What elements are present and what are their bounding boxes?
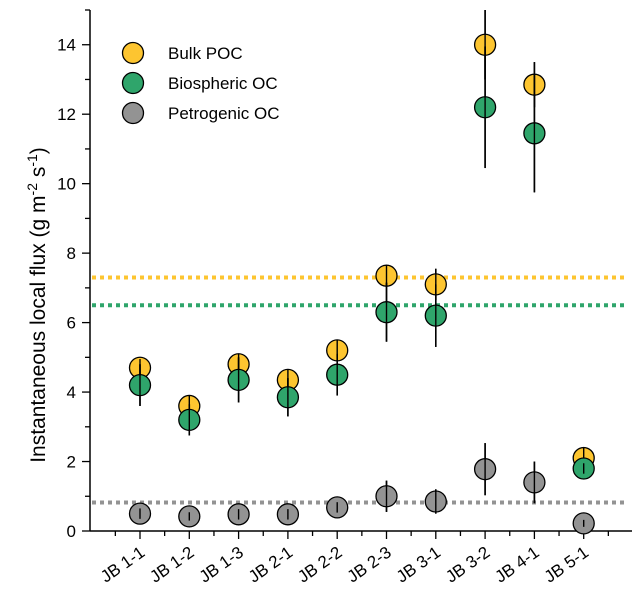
x-tick-label: JB 4-1 (492, 543, 543, 587)
y-axis-title-end: ) (27, 147, 50, 154)
y-tick-label: 0 (67, 522, 76, 541)
x-tick-label: JB 1-2 (146, 543, 197, 587)
legend-marker-bulk-poc (121, 41, 145, 65)
x-tick-label: JB 1-1 (97, 543, 148, 587)
x-tick-label: JB 2-1 (245, 543, 296, 587)
y-tick-label: 6 (67, 314, 76, 333)
legend-label-bulk-poc: Bulk POC (168, 44, 243, 63)
x-tick-label: JB 3-2 (442, 543, 493, 587)
y-axis-title-text: Instantaneous local flux (g m (27, 195, 50, 462)
y-tick-label: 4 (67, 383, 76, 402)
x-tick-label: JB 5-1 (541, 543, 592, 587)
y-tick-label: 12 (57, 105, 76, 124)
y-tick-label: 14 (57, 36, 76, 55)
y-tick-label: 2 (67, 453, 76, 472)
y-axis-title: Instantaneous local flux (g m-2 s-1) (24, 147, 50, 463)
x-tick-label: JB 2-3 (344, 543, 395, 587)
y-tick-label: 10 (57, 175, 76, 194)
legend-label-petrogenic-oc: Petrogenic OC (168, 104, 280, 123)
y-axis-title-sup2: -1 (24, 154, 40, 167)
x-tick-label: JB 2-2 (294, 543, 345, 587)
x-tick-label: JB 3-1 (393, 543, 444, 587)
legend-label-biospheric-oc: Biospheric OC (168, 74, 278, 93)
y-axis-title-sup1: -2 (24, 183, 40, 196)
x-tick-label: JB 1-3 (196, 543, 247, 587)
y-axis-title-mid: s (27, 167, 50, 183)
legend-marker-biospheric-oc (121, 71, 145, 95)
legend-marker-petrogenic-oc (121, 101, 145, 125)
mean-lines (92, 275, 628, 505)
legend: Bulk POC Biospheric OC Petrogenic OC (121, 41, 280, 125)
y-tick-label: 8 (67, 244, 76, 263)
data-points (128, 10, 595, 535)
